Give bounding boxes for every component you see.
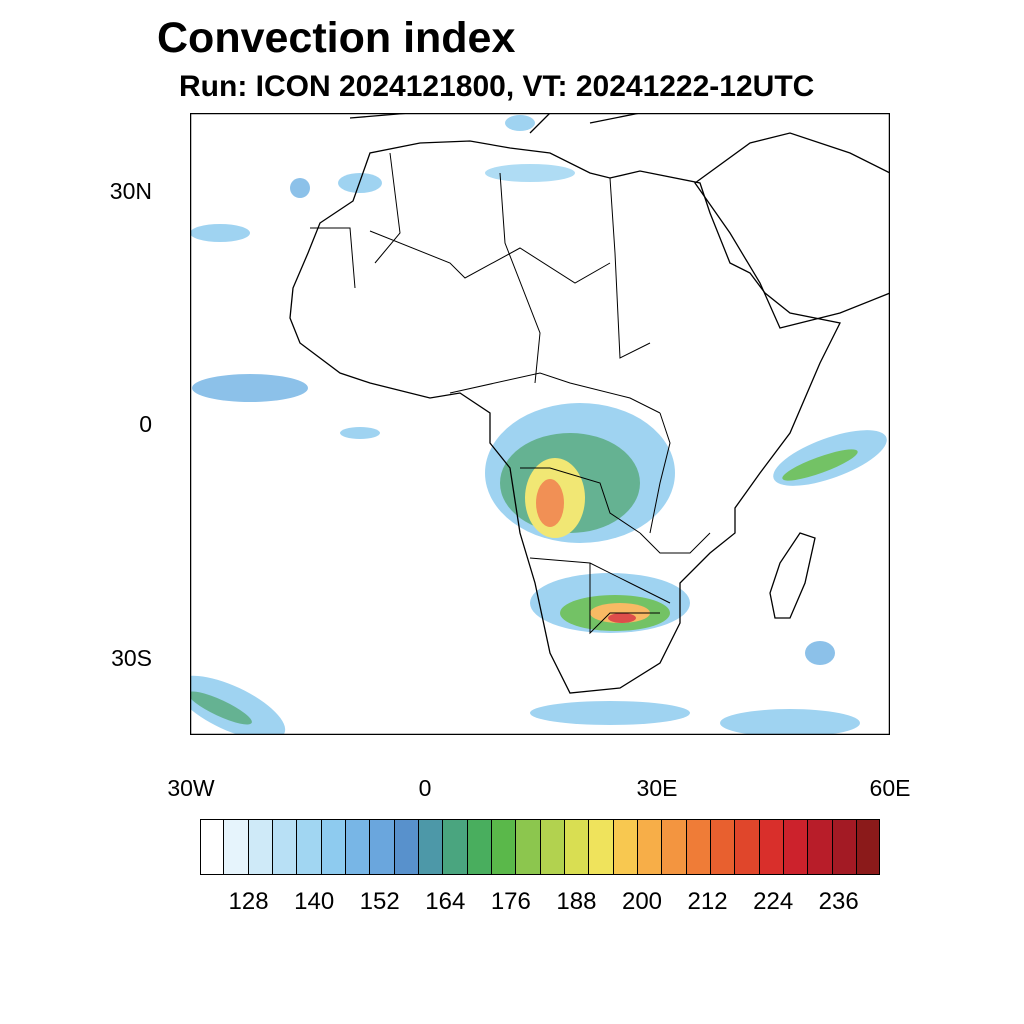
colorbar-swatch xyxy=(297,819,322,875)
colorbar-swatch xyxy=(443,819,468,875)
run-subtitle: Run: ICON 2024121800, VT: 20241222-12UTC xyxy=(179,70,815,103)
colorbar-swatch xyxy=(200,819,225,875)
europe-coastline xyxy=(349,113,641,134)
colorbar-label: 152 xyxy=(359,888,400,915)
arabia-coastline xyxy=(694,132,890,329)
lat-label-30n: 30N xyxy=(109,178,152,204)
colorbar-swatch xyxy=(856,819,881,875)
lon-label-0: 0 xyxy=(418,775,432,801)
colorbar-label: 164 xyxy=(425,888,466,915)
lat-label-30s: 30S xyxy=(111,645,152,671)
colorbar-swatch xyxy=(686,819,711,875)
colorbar-swatch xyxy=(710,819,736,875)
colorbar-swatch xyxy=(735,819,760,875)
convection-field xyxy=(190,115,887,735)
colorbar-swatch xyxy=(637,819,663,875)
colorbar-label: 188 xyxy=(556,888,597,915)
colorbar-label: 212 xyxy=(687,888,728,915)
lon-label-30w: 30W xyxy=(167,775,215,801)
colorbar-swatch xyxy=(491,819,517,875)
chart-title: Convection index xyxy=(157,14,516,62)
colorbar-swatch xyxy=(321,819,346,875)
colorbar-swatch xyxy=(418,819,444,875)
lon-label-30e: 30E xyxy=(636,775,678,801)
colorbar-swatch xyxy=(613,819,638,875)
colorbar-swatch xyxy=(540,819,565,875)
colorbar-swatch xyxy=(564,819,590,875)
colorbar-swatch xyxy=(808,819,833,875)
madagascar-coastline xyxy=(769,532,816,619)
colorbar-label: 140 xyxy=(294,888,335,915)
colorbar-label: 176 xyxy=(490,888,531,915)
lat-label-eq: 0 xyxy=(139,411,152,437)
colorbar-swatch xyxy=(516,819,541,875)
lon-label-60e: 60E xyxy=(869,775,911,801)
colorbar-swatch xyxy=(467,819,492,875)
colorbar-label: 200 xyxy=(621,888,663,915)
colorbar-swatch xyxy=(832,819,857,875)
colorbar-swatch xyxy=(224,819,249,875)
colorbar-swatch xyxy=(345,819,371,875)
colorbar-swatch xyxy=(759,819,784,875)
country-borders xyxy=(310,152,711,635)
colorbar-swatch xyxy=(272,819,298,875)
colorbar-label: 236 xyxy=(818,888,859,915)
map-panel xyxy=(190,113,890,735)
africa-convection-map xyxy=(190,113,890,735)
colorbar-swatch xyxy=(394,819,419,875)
map-border xyxy=(190,113,890,735)
colorbar-label: 224 xyxy=(753,888,794,915)
colorbar xyxy=(200,819,881,875)
colorbar-swatch xyxy=(662,819,687,875)
colorbar-swatch xyxy=(589,819,614,875)
colorbar-swatch xyxy=(248,819,273,875)
colorbar-swatch xyxy=(783,819,809,875)
colorbar-label: 128 xyxy=(228,888,269,915)
colorbar-swatch xyxy=(370,819,395,875)
